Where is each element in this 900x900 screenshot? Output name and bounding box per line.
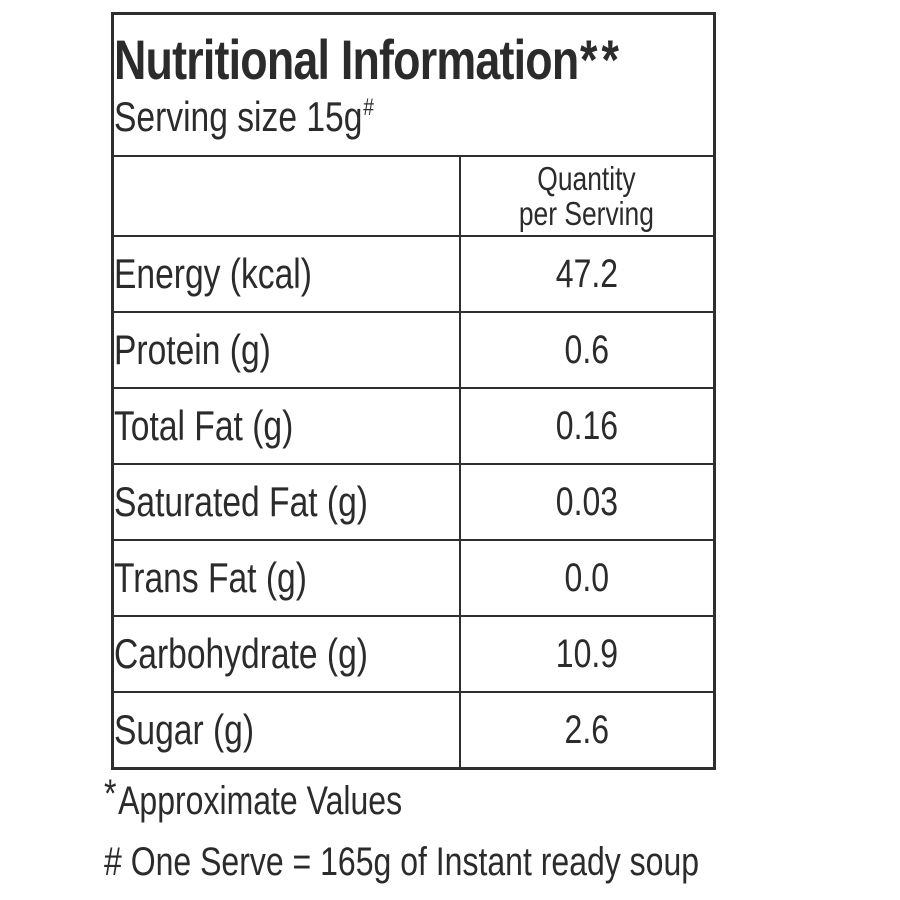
table-row: Sugar (g) 2.6	[111, 691, 716, 770]
nutrition-table: Nutritional Information** Serving size 1…	[111, 12, 717, 770]
table-row: Total Fat (g) 0.16	[111, 387, 716, 465]
nutrient-label-cell: Protein (g)	[111, 311, 461, 389]
quantity-header-line2: per Serving	[519, 195, 655, 232]
table-row: Saturated Fat (g) 0.03	[111, 463, 716, 541]
table-row: Protein (g) 0.6	[111, 311, 716, 389]
nutrient-value: 0.0	[564, 555, 610, 600]
header-quantity-cell: Quantity per Serving	[458, 155, 716, 237]
title-asterisks: **	[580, 28, 623, 91]
table-row: Energy (kcal) 47.2	[111, 235, 716, 313]
footnote-one-serve-text: # One Serve = 165g of Instant ready soup	[104, 840, 700, 884]
footnotes: *Approximate Values # One Serve = 165g o…	[104, 772, 848, 885]
nutrient-value: 0.16	[555, 403, 618, 448]
nutrient-label: Protein (g)	[114, 326, 271, 373]
nutrient-value: 0.6	[564, 327, 610, 372]
nutrient-value-cell: 2.6	[458, 691, 716, 770]
title-row: Nutritional Information** Serving size 1…	[111, 12, 716, 157]
nutrient-label: Total Fat (g)	[114, 402, 294, 449]
table-row: Carbohydrate (g) 10.9	[111, 615, 716, 693]
nutrient-value: 2.6	[564, 707, 610, 752]
serving-size-superscript: #	[363, 94, 374, 121]
header-empty-cell	[111, 155, 461, 237]
footnote-one-serve: # One Serve = 165g of Instant ready soup	[104, 840, 848, 885]
footnote-approximate-text: Approximate Values	[118, 779, 403, 823]
nutrient-value-cell: 10.9	[458, 615, 716, 693]
nutrient-label-cell: Trans Fat (g)	[111, 539, 461, 617]
nutrient-value-cell: 47.2	[458, 235, 716, 313]
table-header-row: Quantity per Serving	[111, 155, 716, 237]
quantity-header-line1: Quantity	[537, 160, 636, 197]
nutrient-label: Trans Fat (g)	[114, 554, 307, 601]
nutrient-label: Saturated Fat (g)	[114, 478, 368, 525]
title-text: Nutritional Information	[114, 28, 579, 91]
nutrient-label: Sugar (g)	[114, 706, 255, 753]
nutrient-value-cell: 0.6	[458, 311, 716, 389]
nutrient-label-cell: Total Fat (g)	[111, 387, 461, 465]
nutrient-value-cell: 0.0	[458, 539, 716, 617]
nutrient-label: Carbohydrate (g)	[114, 630, 368, 677]
title-cell: Nutritional Information** Serving size 1…	[111, 12, 716, 157]
serving-size-text: Serving size 15g	[114, 93, 363, 140]
footnote-approximate-values: *Approximate Values	[104, 772, 848, 824]
serving-size: Serving size 15g#	[114, 96, 713, 138]
nutrient-label-cell: Sugar (g)	[111, 691, 461, 770]
nutrient-label: Energy (kcal)	[114, 250, 312, 297]
nutrient-value: 47.2	[555, 251, 618, 296]
page-title: Nutritional Information**	[114, 32, 713, 88]
asterisk-marker: *	[104, 772, 117, 816]
nutrient-value: 10.9	[555, 631, 618, 676]
nutrient-value-cell: 0.03	[458, 463, 716, 541]
nutrient-value-cell: 0.16	[458, 387, 716, 465]
nutrient-label-cell: Energy (kcal)	[111, 235, 461, 313]
nutrient-label-cell: Carbohydrate (g)	[111, 615, 461, 693]
nutrient-label-cell: Saturated Fat (g)	[111, 463, 461, 541]
nutrient-value: 0.03	[555, 479, 618, 524]
table-row: Trans Fat (g) 0.0	[111, 539, 716, 617]
